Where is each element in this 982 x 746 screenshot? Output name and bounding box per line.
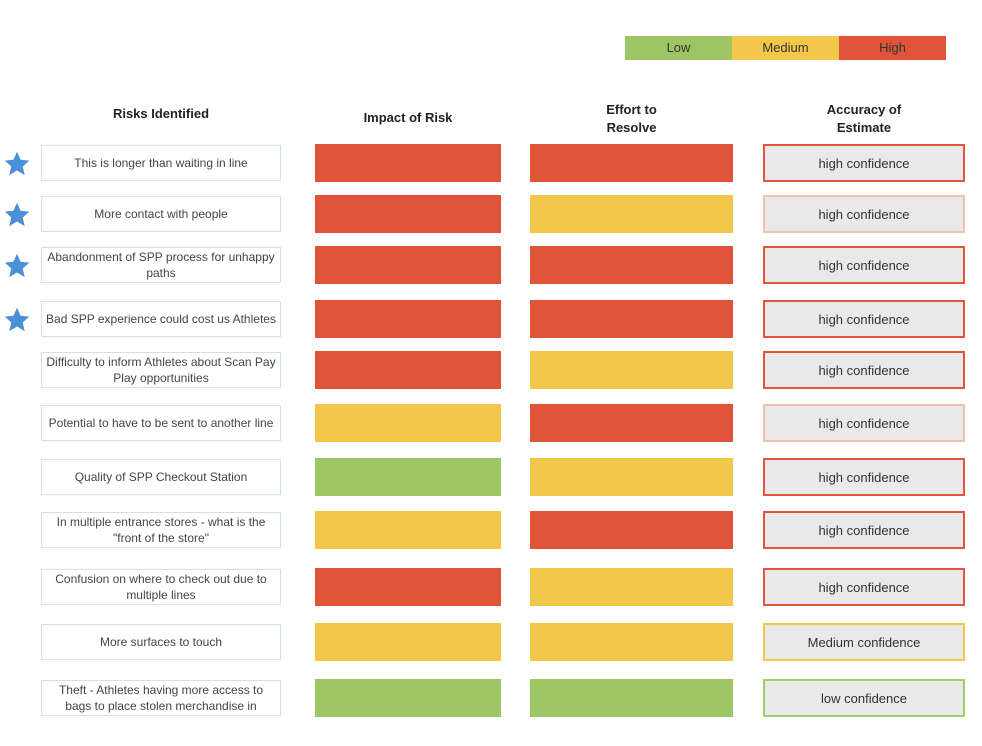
legend: Low Medium High [625, 36, 946, 60]
effort-bar [530, 404, 733, 442]
legend-medium: Medium [732, 36, 839, 60]
risk-label: Confusion on where to check out due to m… [41, 569, 281, 605]
table-row: Difficulty to inform Athletes about Scan… [0, 351, 982, 389]
effort-bar [530, 195, 733, 233]
table-row: Abandonment of SPP process for unhappy p… [0, 246, 982, 284]
table-row: Quality of SPP Checkout Station high conf… [0, 458, 982, 496]
effort-bar [530, 623, 733, 661]
star-icon [3, 150, 31, 178]
accuracy-cell: high confidence [763, 568, 965, 606]
header-accuracy-line2: Estimate [836, 120, 892, 135]
table-row: More contact with people high confidence [0, 195, 982, 233]
impact-bar [315, 246, 501, 284]
risk-label: More contact with people [41, 196, 281, 232]
table-row: Bad SPP experience could cost us Athlete… [0, 300, 982, 338]
impact-bar [315, 144, 501, 182]
impact-bar [315, 458, 501, 496]
accuracy-cell: high confidence [763, 246, 965, 284]
effort-bar [530, 458, 733, 496]
impact-bar [315, 404, 501, 442]
risk-label: Theft - Athletes having more access to b… [41, 680, 281, 716]
legend-low: Low [625, 36, 732, 60]
accuracy-cell: high confidence [763, 300, 965, 338]
table-row: In multiple entrance stores - what is th… [0, 511, 982, 549]
table-row: More surfaces to touch Medium confidence [0, 623, 982, 661]
impact-bar [315, 623, 501, 661]
header-effort-line1: Effort to [606, 102, 657, 117]
legend-high: High [839, 36, 946, 60]
risk-label: Bad SPP experience could cost us Athlete… [41, 301, 281, 337]
risk-label: Difficulty to inform Athletes about Scan… [41, 352, 281, 388]
accuracy-cell: high confidence [763, 511, 965, 549]
star-icon [3, 306, 31, 334]
risk-label: Abandonment of SPP process for unhappy p… [41, 247, 281, 283]
impact-bar [315, 511, 501, 549]
accuracy-cell: high confidence [763, 144, 965, 182]
header-impact: Impact of Risk [363, 110, 453, 125]
accuracy-cell: high confidence [763, 195, 965, 233]
impact-bar [315, 300, 501, 338]
effort-bar [530, 679, 733, 717]
risk-label: In multiple entrance stores - what is th… [41, 512, 281, 548]
accuracy-cell: Medium confidence [763, 623, 965, 661]
header-effort-line2: Resolve [606, 120, 657, 135]
header-accuracy: Accuracy of Estimate [763, 101, 965, 137]
star-icon [3, 201, 31, 229]
table-row: Theft - Athletes having more access to b… [0, 679, 982, 717]
impact-bar [315, 195, 501, 233]
effort-bar [530, 511, 733, 549]
star-icon [3, 252, 31, 280]
table-row: This is longer than waiting in line high … [0, 144, 982, 182]
effort-bar [530, 144, 733, 182]
risk-label: Quality of SPP Checkout Station [41, 459, 281, 495]
header-effort: Effort to Resolve [530, 101, 733, 137]
accuracy-cell: high confidence [763, 458, 965, 496]
risk-label: More surfaces to touch [41, 624, 281, 660]
impact-bar [315, 351, 501, 389]
effort-bar [530, 300, 733, 338]
accuracy-cell: high confidence [763, 404, 965, 442]
risk-label: Potential to have to be sent to another … [41, 405, 281, 441]
effort-bar [530, 351, 733, 389]
accuracy-cell: high confidence [763, 351, 965, 389]
accuracy-cell: low confidence [763, 679, 965, 717]
header-accuracy-line1: Accuracy of [826, 102, 902, 117]
impact-bar [315, 568, 501, 606]
header-risks: Risks Identified [112, 106, 210, 121]
table-row: Confusion on where to check out due to m… [0, 568, 982, 606]
table-row: Potential to have to be sent to another … [0, 404, 982, 442]
risk-label: This is longer than waiting in line [41, 145, 281, 181]
effort-bar [530, 568, 733, 606]
effort-bar [530, 246, 733, 284]
impact-bar [315, 679, 501, 717]
